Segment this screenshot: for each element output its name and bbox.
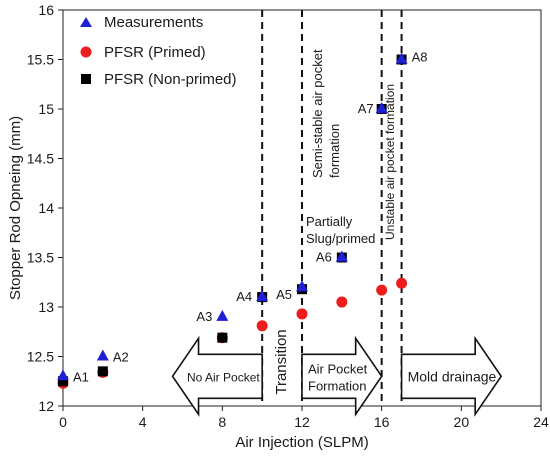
legend-marker-pfsr-nonprimed: [81, 74, 91, 84]
point-measurement: [375, 102, 388, 113]
point-measurement: [256, 290, 269, 302]
region-arrow: [171, 335, 263, 417]
y-tick-label: 12: [38, 398, 54, 414]
x-tick-label: 20: [454, 414, 470, 430]
data-points: [57, 52, 408, 389]
y-tick-label: 15.5: [27, 52, 54, 68]
point-pfsr-primed: [256, 320, 268, 332]
region-arrow-label: Mold drainage: [408, 368, 497, 384]
point-label: A1: [73, 369, 89, 384]
y-tick-label: 13.5: [27, 250, 54, 266]
y-tick-label: 15: [38, 101, 54, 117]
point-measurement: [296, 280, 308, 292]
y-axis-title: Stopper Rod Opneing (mm): [7, 116, 24, 300]
annotation-semi-stable-line2: formation: [327, 124, 342, 178]
point-label: A7: [358, 101, 374, 116]
legend-label-measurements: Measurements: [104, 14, 203, 31]
point-label: A2: [113, 350, 129, 365]
point-measurement: [335, 250, 348, 262]
region-arrow-label: Air Pocket: [308, 361, 368, 376]
point-measurement: [57, 369, 69, 381]
legend-label-pfsr-primed: PFSR (Primed): [104, 44, 206, 61]
point-pfsr-primed: [296, 308, 308, 320]
x-axis-title: Air Injection (SLPM): [235, 434, 368, 451]
legend-marker-measurements: [80, 17, 92, 27]
annotation-partially-line2: Slug/primed: [306, 231, 375, 246]
point-pfsr-nonprimed: [217, 332, 228, 343]
vertical-dashed-lines: [261, 10, 403, 406]
x-tick-label: 24: [533, 414, 549, 430]
point-label: A8: [412, 50, 428, 65]
point-measurement: [96, 349, 109, 361]
point-pfsr-nonprimed: [58, 376, 68, 387]
region-arrow-label: Formation: [308, 378, 367, 393]
y-tick-label: 12.5: [27, 349, 54, 365]
y-tick-label: 16: [38, 2, 54, 18]
y-tick-label: 14: [38, 200, 54, 216]
x-tick-label: 4: [139, 414, 147, 430]
annotation-unstable: Unstable air pocket formation: [383, 84, 397, 240]
y-tick-label: 13: [38, 299, 54, 315]
annotation-transition: Transition: [273, 329, 290, 394]
region-arrows: No Air Pocket Air Pocket Formation Mold dra…: [171, 335, 503, 417]
point-labels: A1 A2 A3 A4 A5 A6 A7 A8: [73, 50, 427, 385]
point-label: A3: [196, 309, 212, 324]
legend: Measurements PFSR (Primed) PFSR (Non-pri…: [80, 14, 237, 88]
region-arrow: [301, 335, 383, 417]
region-arrow-label: No Air Pocket: [187, 370, 260, 384]
point-measurement: [216, 309, 229, 321]
point-pfsr-primed: [396, 277, 408, 289]
x-tick-label: 12: [294, 414, 310, 430]
legend-label-pfsr-nonprimed: PFSR (Non-primed): [104, 71, 237, 88]
annotation-partially-line1: Partially: [306, 214, 353, 229]
x-tick-label: 8: [218, 414, 226, 430]
x-tick-label: 16: [374, 414, 390, 430]
point-label: A6: [316, 250, 332, 265]
point-pfsr-nonprimed: [97, 366, 108, 377]
point-label: A4: [236, 289, 252, 304]
y-tick-label: 14.5: [27, 151, 54, 167]
point-pfsr-primed: [336, 296, 348, 308]
point-pfsr-primed: [376, 284, 388, 296]
point-label: A5: [276, 287, 292, 302]
point-measurement: [395, 52, 408, 64]
axis-ticks: 0 4 8 12 16 20 24 12 12.5 13 13.5 14 14.5 15 15.5 16: [27, 2, 549, 430]
legend-marker-pfsr-primed: [80, 46, 92, 58]
x-tick-label: 0: [59, 414, 67, 430]
annotation-semi-stable-line1: Semi-stable air pocket: [310, 49, 325, 178]
region-arrow: [400, 335, 503, 417]
